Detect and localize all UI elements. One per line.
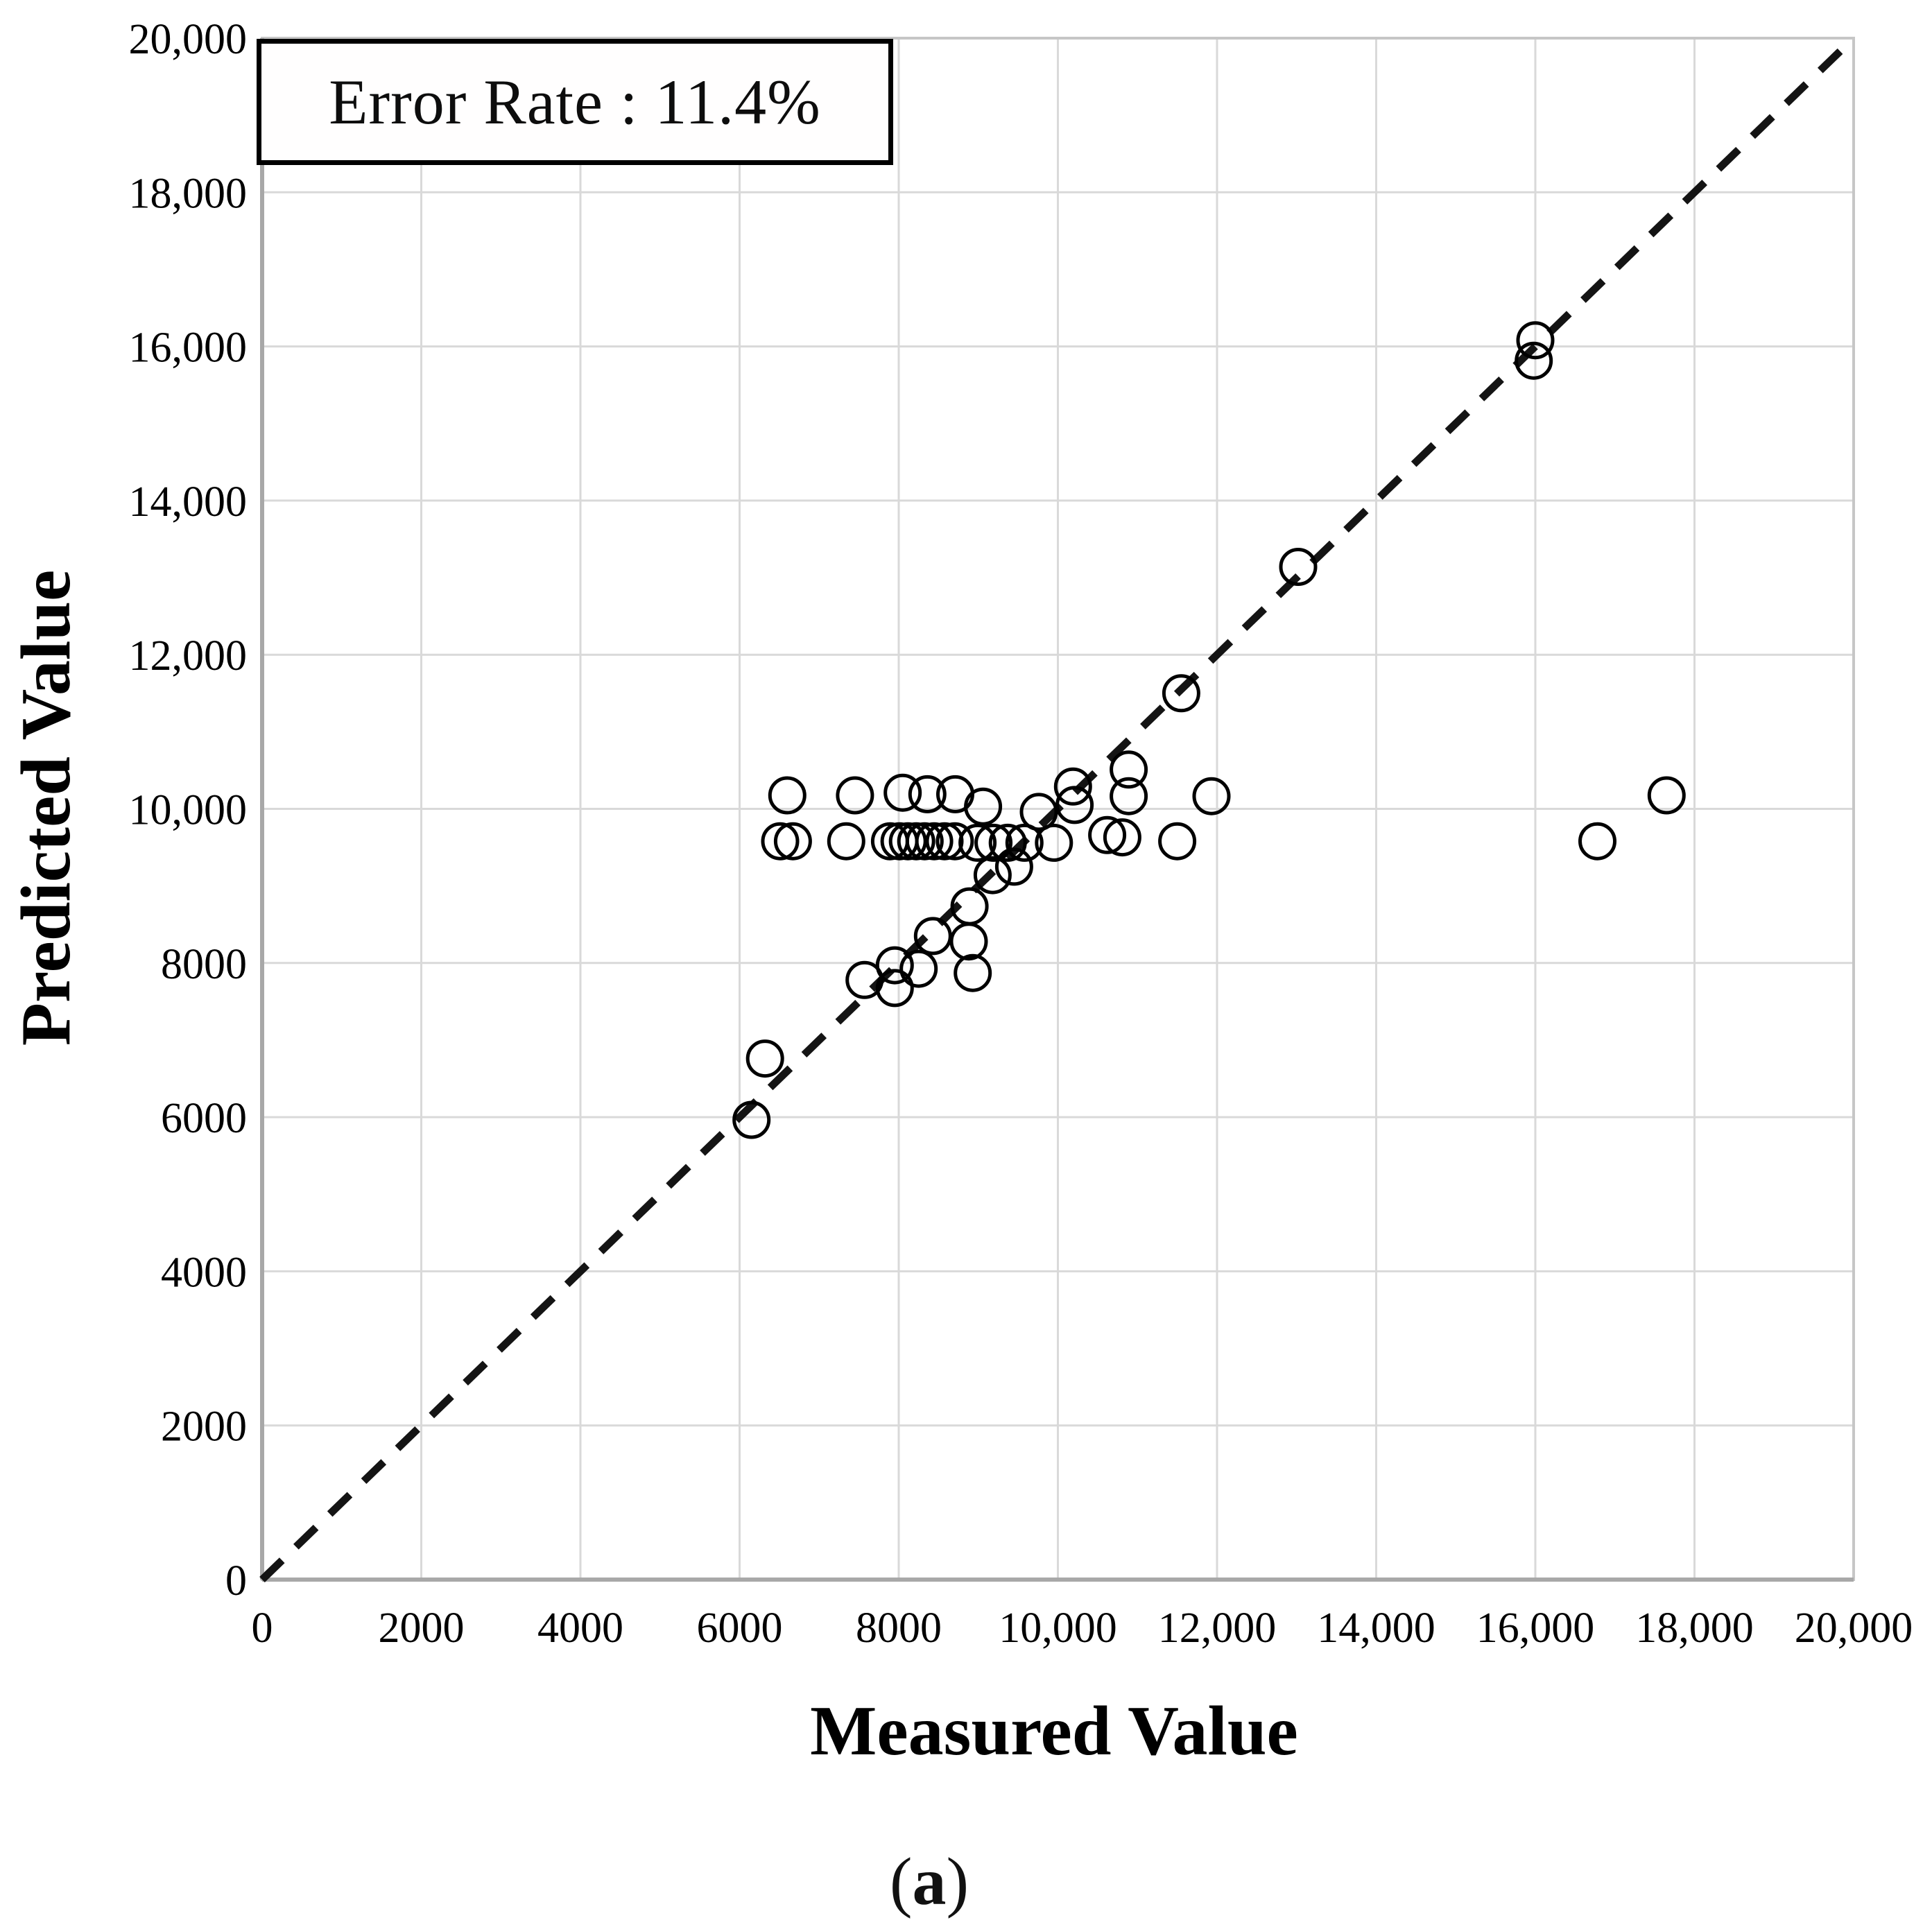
- y-tick-label: 6000: [161, 1095, 247, 1142]
- data-point: [745, 1039, 784, 1078]
- data-point: [1578, 822, 1616, 861]
- data-point: [1110, 777, 1148, 815]
- data-point: [1515, 341, 1553, 380]
- data-point: [974, 823, 1013, 862]
- data-point: [1647, 776, 1686, 815]
- data-point: [1055, 786, 1094, 824]
- x-tick-label: 10,000: [999, 1605, 1117, 1652]
- x-tick-labels: 0 2000 4000 6000 8000 10,000 12,000 14,000 16,00…: [252, 1605, 1913, 1652]
- data-point: [1110, 750, 1148, 789]
- data-point: [888, 822, 927, 861]
- x-tick-label: 8000: [856, 1605, 942, 1652]
- data-point: [768, 776, 807, 815]
- data-point: [875, 946, 914, 985]
- data-point: [973, 856, 1012, 895]
- x-axis-title: Measured Value: [810, 1692, 1298, 1770]
- y-tick-labels: 0 2000 4000 6000 8000 10,000 12,000 14,000 16,00…: [129, 16, 248, 1605]
- data-points: [732, 321, 1686, 1139]
- data-point: [905, 822, 944, 861]
- x-tick-label: 4000: [537, 1605, 623, 1652]
- subfigure-caption: (a): [889, 1844, 969, 1919]
- data-point: [845, 960, 884, 999]
- data-point: [908, 775, 947, 813]
- data-point: [827, 822, 865, 861]
- x-tick-label: 14,000: [1317, 1605, 1435, 1652]
- y-tick-label: 8000: [161, 941, 247, 988]
- x-tick-label: 20,000: [1795, 1605, 1913, 1652]
- data-point: [954, 953, 992, 992]
- data-point: [899, 949, 938, 988]
- y-axis-title: Predicted Value: [7, 570, 85, 1046]
- y-tick-label: 0: [225, 1557, 247, 1605]
- x-tick-label: 6000: [697, 1605, 783, 1652]
- data-point: [1005, 823, 1044, 862]
- data-point: [935, 822, 974, 861]
- error-rate-box: Error Rate : 11.4%: [257, 39, 893, 165]
- data-point: [875, 969, 914, 1008]
- data-point: [1158, 822, 1197, 861]
- x-tick-label: 16,000: [1476, 1605, 1595, 1652]
- data-point: [1103, 818, 1141, 857]
- data-point: [964, 787, 1003, 826]
- data-point: [994, 847, 1033, 886]
- x-tick-label: 12,000: [1158, 1605, 1277, 1652]
- data-point: [773, 822, 812, 861]
- x-tick-label: 0: [252, 1605, 273, 1652]
- y-tick-label: 10,000: [129, 787, 248, 834]
- data-point: [915, 822, 954, 861]
- data-point: [761, 822, 800, 861]
- y-tick-label: 2000: [161, 1403, 247, 1451]
- data-point: [1279, 548, 1318, 586]
- data-point: [1088, 815, 1127, 854]
- data-point: [1053, 767, 1092, 806]
- data-point: [949, 922, 988, 961]
- data-point: [1035, 823, 1073, 862]
- y-tick-label: 20,000: [129, 16, 248, 63]
- data-point: [1192, 777, 1231, 815]
- data-point: [950, 887, 989, 926]
- data-point: [988, 823, 1027, 862]
- y-tick-label: 18,000: [129, 170, 248, 217]
- data-point: [883, 773, 922, 812]
- data-point: [836, 776, 874, 815]
- data-point: [913, 917, 952, 956]
- data-point: [1516, 321, 1555, 360]
- data-point: [1019, 793, 1058, 831]
- y-tick-label: 12,000: [129, 632, 248, 680]
- data-point: [1162, 674, 1200, 713]
- y-tick-label: 14,000: [129, 478, 248, 526]
- data-point: [958, 823, 997, 862]
- data-point: [732, 1100, 771, 1139]
- x-tick-label: 2000: [379, 1605, 465, 1652]
- y-tick-label: 4000: [161, 1249, 247, 1296]
- data-point: [897, 822, 935, 861]
- error-rate-label: Error Rate : 11.4%: [329, 67, 821, 137]
- y-tick-label: 16,000: [129, 325, 248, 372]
- x-tick-label: 18,000: [1635, 1605, 1754, 1652]
